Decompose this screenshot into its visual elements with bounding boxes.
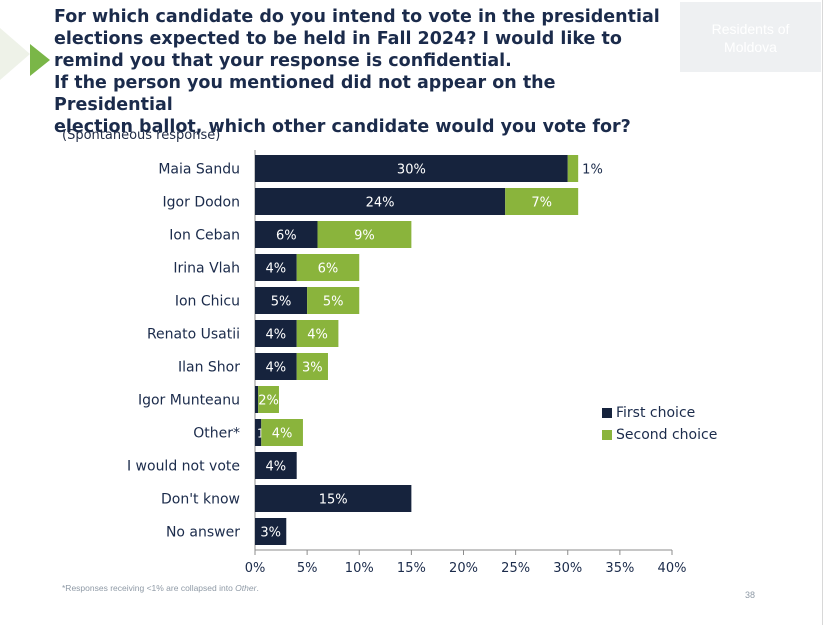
x-tick-label: 40% (658, 561, 687, 576)
bar-label-second: 5% (323, 295, 344, 310)
bar-second-choice (317, 221, 412, 248)
footnote-text: *Responses receiving <1% are collapsed i… (62, 583, 236, 593)
x-tick-label: 25% (501, 561, 530, 576)
bar-second-choice (296, 353, 328, 380)
x-tick-label: 15% (397, 561, 426, 576)
bar-first-choice (255, 188, 506, 215)
bar-label-first: 3% (260, 526, 281, 541)
bar-first-choice (255, 287, 308, 314)
bar-label-first: 4% (266, 460, 287, 475)
bar-label-first: 30% (397, 163, 426, 178)
category-label: No answer (166, 525, 240, 541)
bar-first-choice (255, 419, 262, 446)
x-tick-label: 5% (297, 561, 318, 576)
bar-label-first: 4% (266, 328, 287, 343)
legend-label-first: First choice (616, 405, 696, 421)
category-label: Irina Vlah (173, 261, 240, 277)
bar-first-choice (255, 221, 318, 248)
bar-first-choice (255, 386, 259, 413)
x-tick-label: 0% (245, 561, 266, 576)
category-label: Igor Dodon (163, 195, 240, 211)
x-tick-label: 10% (345, 561, 374, 576)
bar-second-choice (505, 188, 579, 215)
bar-second-choice (307, 287, 360, 314)
footnote-italic: Other (235, 583, 257, 593)
bar-label-second: 6% (318, 262, 339, 277)
legend-swatch-first (602, 408, 612, 418)
bar-first-choice (255, 155, 568, 182)
x-tick-label: 30% (553, 561, 582, 576)
bar-first-choice (255, 518, 287, 545)
bar-first-choice (255, 320, 297, 347)
bar-first-choice (255, 254, 297, 281)
page-number: 38 (745, 590, 756, 600)
category-label: Other* (193, 426, 240, 442)
bar-label-first: 4% (266, 262, 287, 277)
bar-label-first: 4% (266, 361, 287, 376)
residents-badge: Residents of Moldova (680, 2, 821, 72)
bar-label-second: 1% (582, 163, 603, 178)
category-label: Ion Ceban (169, 228, 240, 244)
footnote-end: . (256, 583, 259, 593)
bar-second-choice (296, 254, 360, 281)
spontaneous-note: (Spontaneous response) (62, 128, 221, 143)
chart-legend: First choice Second choice (602, 402, 717, 446)
x-tick-label: 35% (605, 561, 634, 576)
bar-label-first: 5% (271, 295, 292, 310)
category-label: I would not vote (127, 459, 240, 475)
category-label: Don't know (161, 492, 240, 508)
legend-item-first: First choice (602, 402, 717, 424)
category-label: Renato Usatii (147, 327, 240, 343)
bar-first-choice (255, 485, 412, 512)
legend-swatch-second (602, 430, 612, 440)
footnote: *Responses receiving <1% are collapsed i… (62, 583, 259, 593)
legend-label-second: Second choice (616, 427, 718, 443)
bar-label-second: 4% (307, 328, 328, 343)
x-tick-label: 20% (449, 561, 478, 576)
bar-second-choice (567, 155, 579, 182)
category-label: Maia Sandu (158, 162, 240, 178)
bar-label-first: 24% (366, 196, 395, 211)
page-title: For which candidate do you intend to vot… (54, 7, 660, 137)
bar-second-choice (258, 386, 279, 413)
bar-first-choice (255, 452, 297, 479)
category-label: Ilan Shor (178, 360, 240, 376)
decor-arrow-light (0, 28, 30, 80)
legend-item-second: Second choice (602, 424, 717, 446)
bar-label-second: 9% (354, 229, 375, 244)
bar-second-choice (296, 320, 339, 347)
decor-arrow-green (30, 44, 50, 76)
category-label: Igor Munteanu (138, 393, 240, 409)
category-label: Ion Chicu (175, 294, 240, 310)
bar-label-second: 3% (302, 361, 323, 376)
bar-first-choice (255, 353, 297, 380)
bar-label-second: 2% (258, 394, 279, 409)
bar-second-choice (261, 419, 303, 446)
bar-label-second: 4% (272, 427, 293, 442)
bar-label-first: 15% (319, 493, 348, 508)
bar-label-first: 6% (276, 229, 297, 244)
bar-label-second: 7% (531, 196, 552, 211)
